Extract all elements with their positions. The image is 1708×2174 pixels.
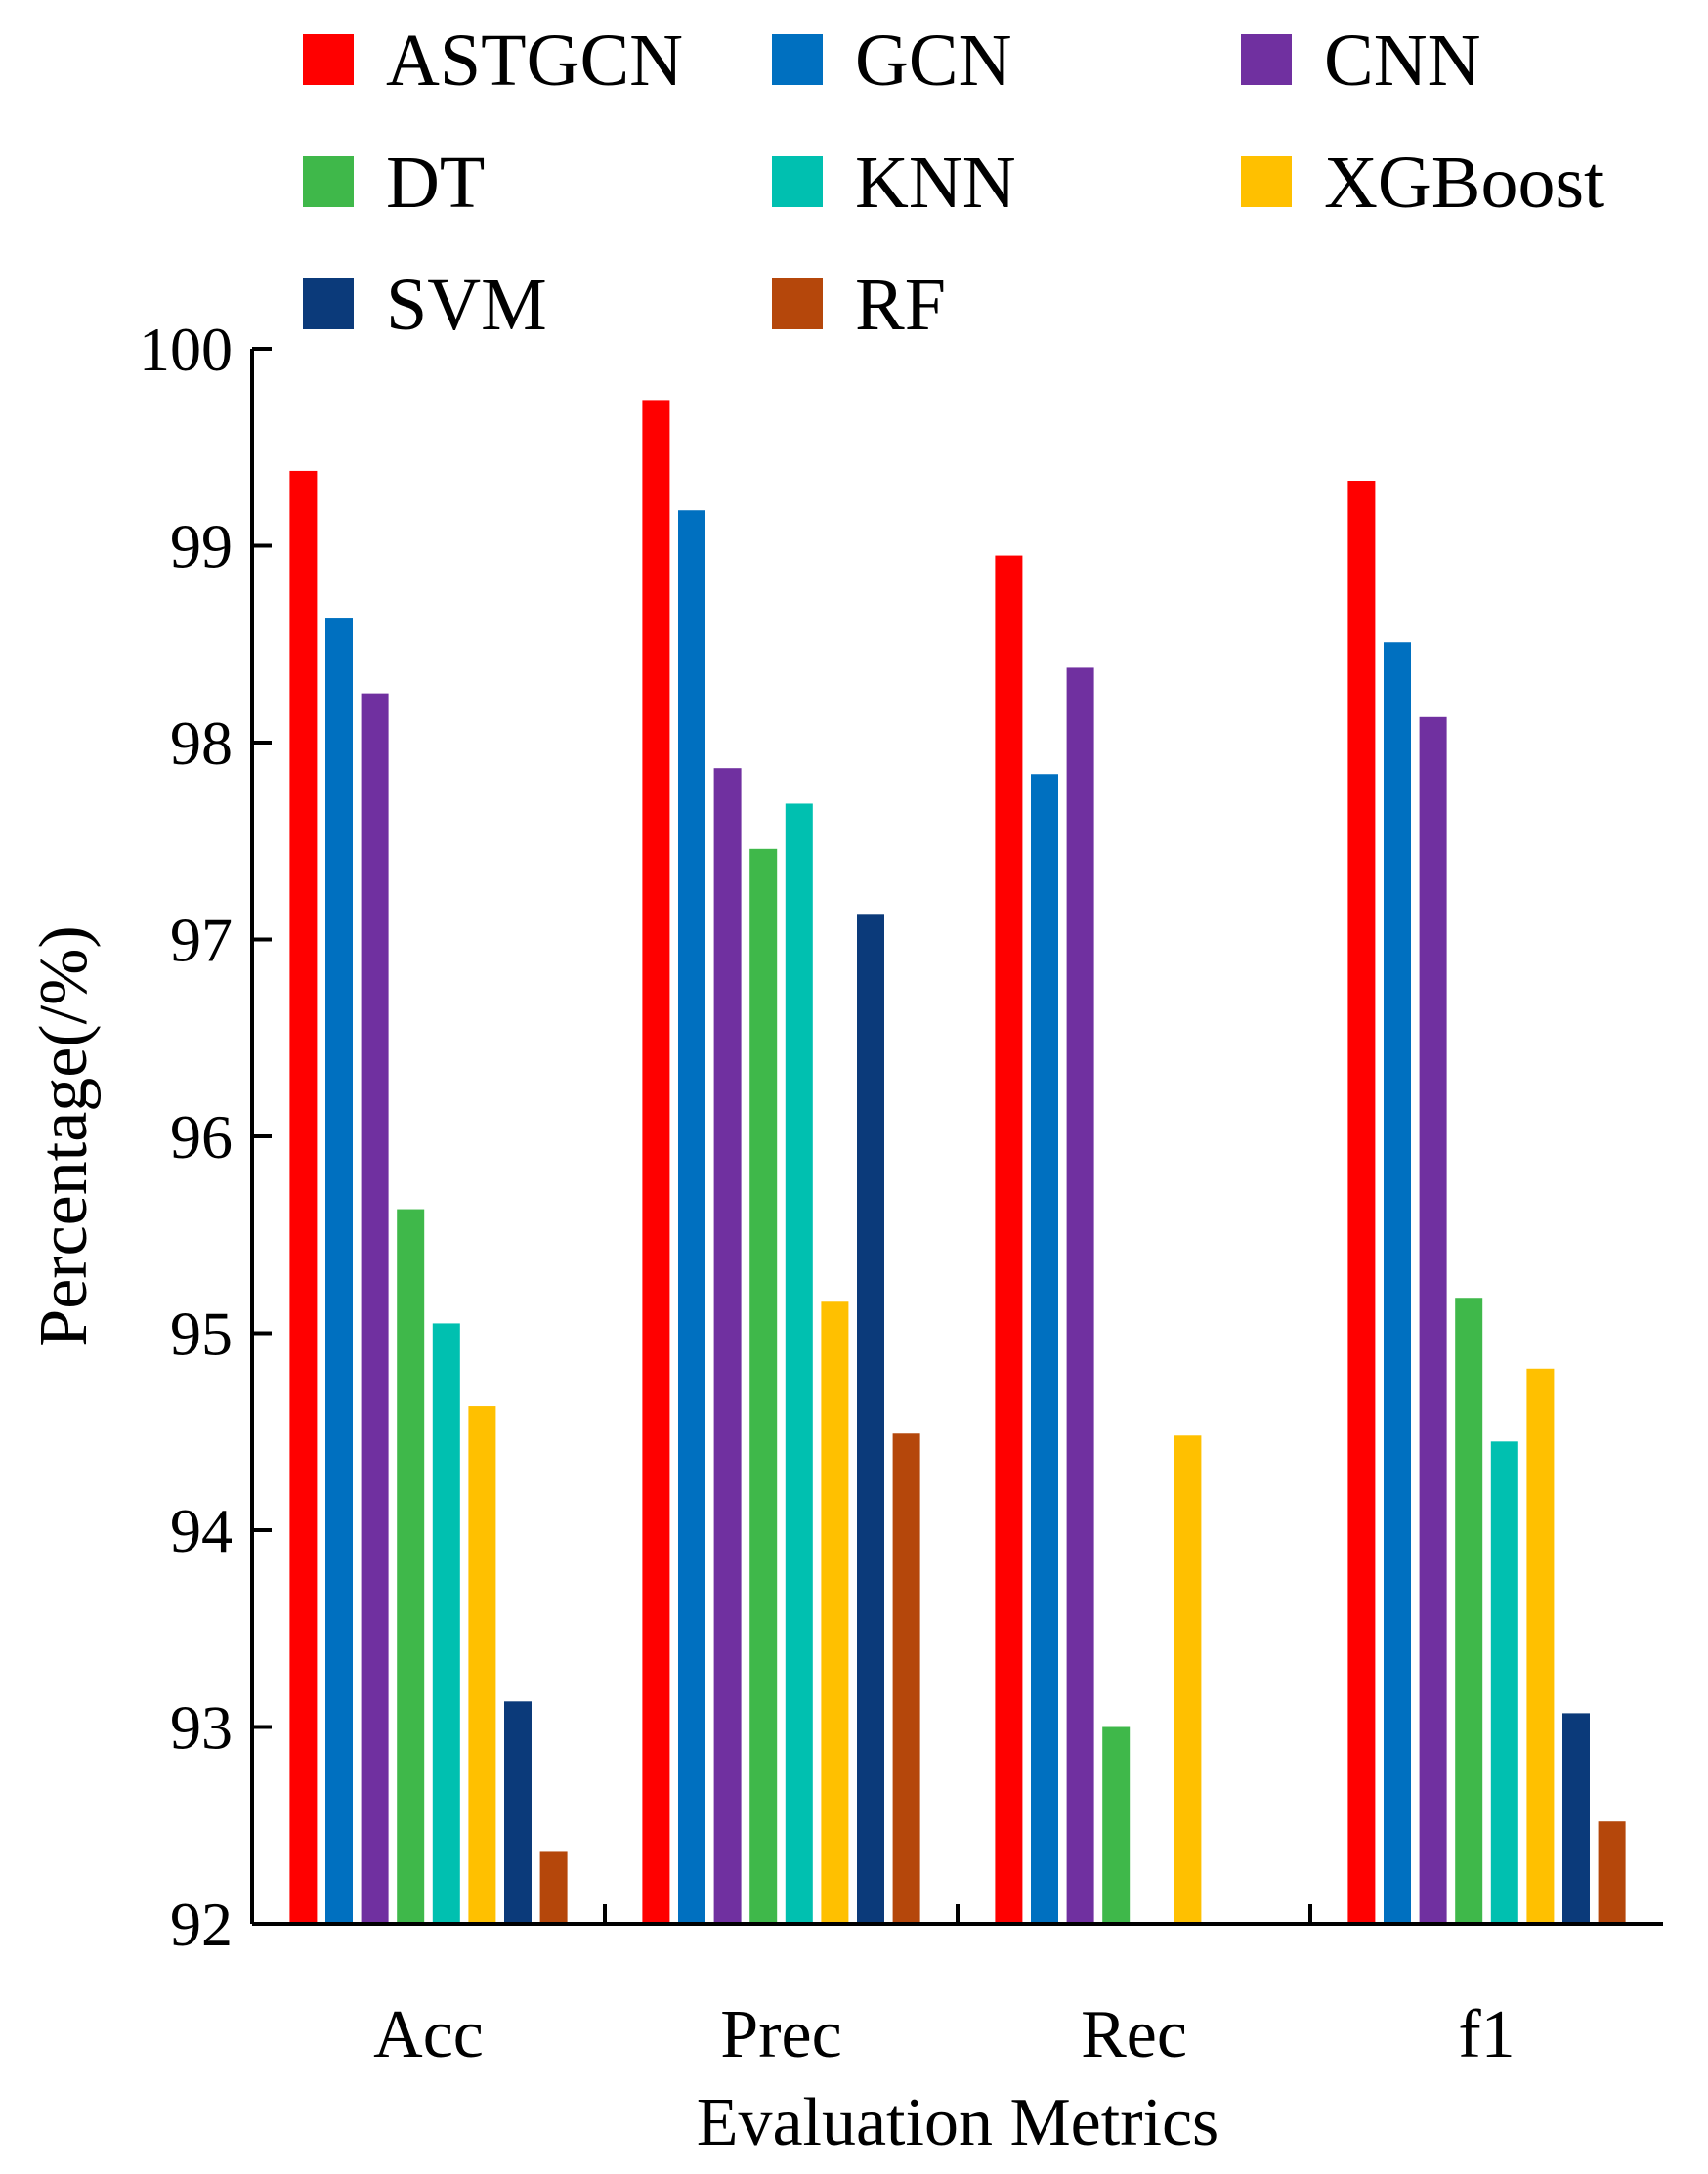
y-tick-label: 92 (170, 1890, 233, 1959)
bar-knn-acc (432, 1323, 460, 1924)
y-axis-title: Percentage(/%) (26, 925, 102, 1346)
bar-rf-f1 (1598, 1821, 1626, 1924)
x-tick-label: Rec (1081, 1997, 1187, 2072)
bar-rf-prec (892, 1433, 920, 1924)
legend: ASTGCN GCN CNN DT KNN XGBoost SVM RF (303, 20, 1604, 346)
bar-svm-acc (504, 1701, 532, 1924)
bar-cnn-acc (361, 693, 389, 1924)
bar-svm-f1 (1562, 1713, 1590, 1924)
bar-xgboost-f1 (1526, 1368, 1555, 1924)
bar-dt-f1 (1455, 1298, 1483, 1924)
bar-knn-f1 (1490, 1441, 1518, 1924)
y-tick-label: 93 (170, 1693, 233, 1763)
legend-swatch-knn (772, 156, 823, 207)
x-ticks: Acc Prec Rec f1 (373, 1904, 1516, 2072)
y-tick-label: 97 (170, 906, 233, 975)
bar-astgcn-rec (995, 555, 1023, 1925)
x-tick-label: Acc (373, 1997, 484, 2072)
legend-label-gcn: GCN (855, 20, 1011, 102)
y-tick-label: 98 (170, 708, 233, 778)
bar-svm-prec (857, 914, 884, 1925)
y-tick-label: 96 (170, 1102, 233, 1172)
legend-swatch-xgboost (1241, 156, 1292, 207)
y-tick-label: 95 (170, 1300, 233, 1369)
bar-cnn-prec (713, 768, 742, 1924)
bar-xgboost-rec (1174, 1435, 1202, 1924)
x-axis-title: Evaluation Metrics (697, 2085, 1219, 2160)
bar-gcn-acc (325, 618, 353, 1925)
legend-label-xgboost: XGBoost (1324, 142, 1604, 224)
legend-label-dt: DT (386, 142, 485, 224)
bar-cnn-rec (1066, 667, 1094, 1925)
x-tick-label: Prec (720, 1997, 841, 2072)
legend-label-rf: RF (855, 264, 946, 346)
bar-dt-rec (1102, 1726, 1131, 1924)
bar-gcn-prec (678, 510, 705, 1924)
legend-label-knn: KNN (855, 142, 1016, 224)
legend-swatch-rf (772, 278, 823, 329)
bar-dt-prec (749, 848, 778, 1924)
legend-swatch-dt (303, 156, 354, 207)
bar-dt-acc (397, 1209, 425, 1924)
bar-gcn-rec (1031, 774, 1058, 1924)
axes (250, 349, 1663, 1926)
bar-rf-acc (539, 1851, 568, 1924)
x-tick-label: f1 (1458, 1997, 1515, 2072)
legend-label-svm: SVM (386, 264, 547, 346)
bar-astgcn-acc (289, 470, 318, 1925)
legend-swatch-svm (303, 278, 354, 329)
bar-astgcn-prec (642, 400, 670, 1924)
legend-swatch-gcn (772, 34, 823, 85)
legend-label-astgcn: ASTGCN (386, 20, 683, 102)
bar-xgboost-prec (821, 1301, 849, 1924)
y-tick-label: 99 (170, 512, 233, 581)
bar-cnn-f1 (1419, 716, 1447, 1925)
bar-astgcn-f1 (1347, 481, 1376, 1924)
y-ticks: 92 93 94 95 96 97 98 99 100 (139, 315, 272, 1959)
legend-swatch-cnn (1241, 34, 1292, 85)
bar-knn-prec (785, 803, 813, 1924)
bar-xgboost-acc (468, 1406, 496, 1924)
legend-label-cnn: CNN (1324, 20, 1480, 102)
bars (289, 400, 1626, 1925)
bar-gcn-f1 (1384, 642, 1411, 1924)
legend-swatch-astgcn (303, 34, 354, 85)
y-tick-label: 100 (139, 315, 233, 384)
y-tick-label: 94 (170, 1496, 233, 1565)
